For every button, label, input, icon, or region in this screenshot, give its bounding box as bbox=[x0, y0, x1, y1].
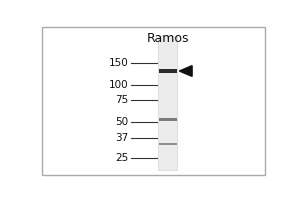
Bar bbox=[159, 118, 176, 121]
Text: 150: 150 bbox=[108, 58, 128, 68]
Text: 37: 37 bbox=[115, 133, 128, 143]
Text: 50: 50 bbox=[115, 117, 128, 127]
Bar bbox=[158, 36, 177, 170]
Text: 75: 75 bbox=[115, 95, 128, 105]
Text: 100: 100 bbox=[109, 80, 128, 90]
Bar bbox=[159, 143, 176, 145]
Bar bbox=[159, 69, 176, 73]
Text: Ramos: Ramos bbox=[146, 32, 189, 45]
Text: 25: 25 bbox=[115, 153, 128, 163]
Polygon shape bbox=[179, 66, 192, 76]
